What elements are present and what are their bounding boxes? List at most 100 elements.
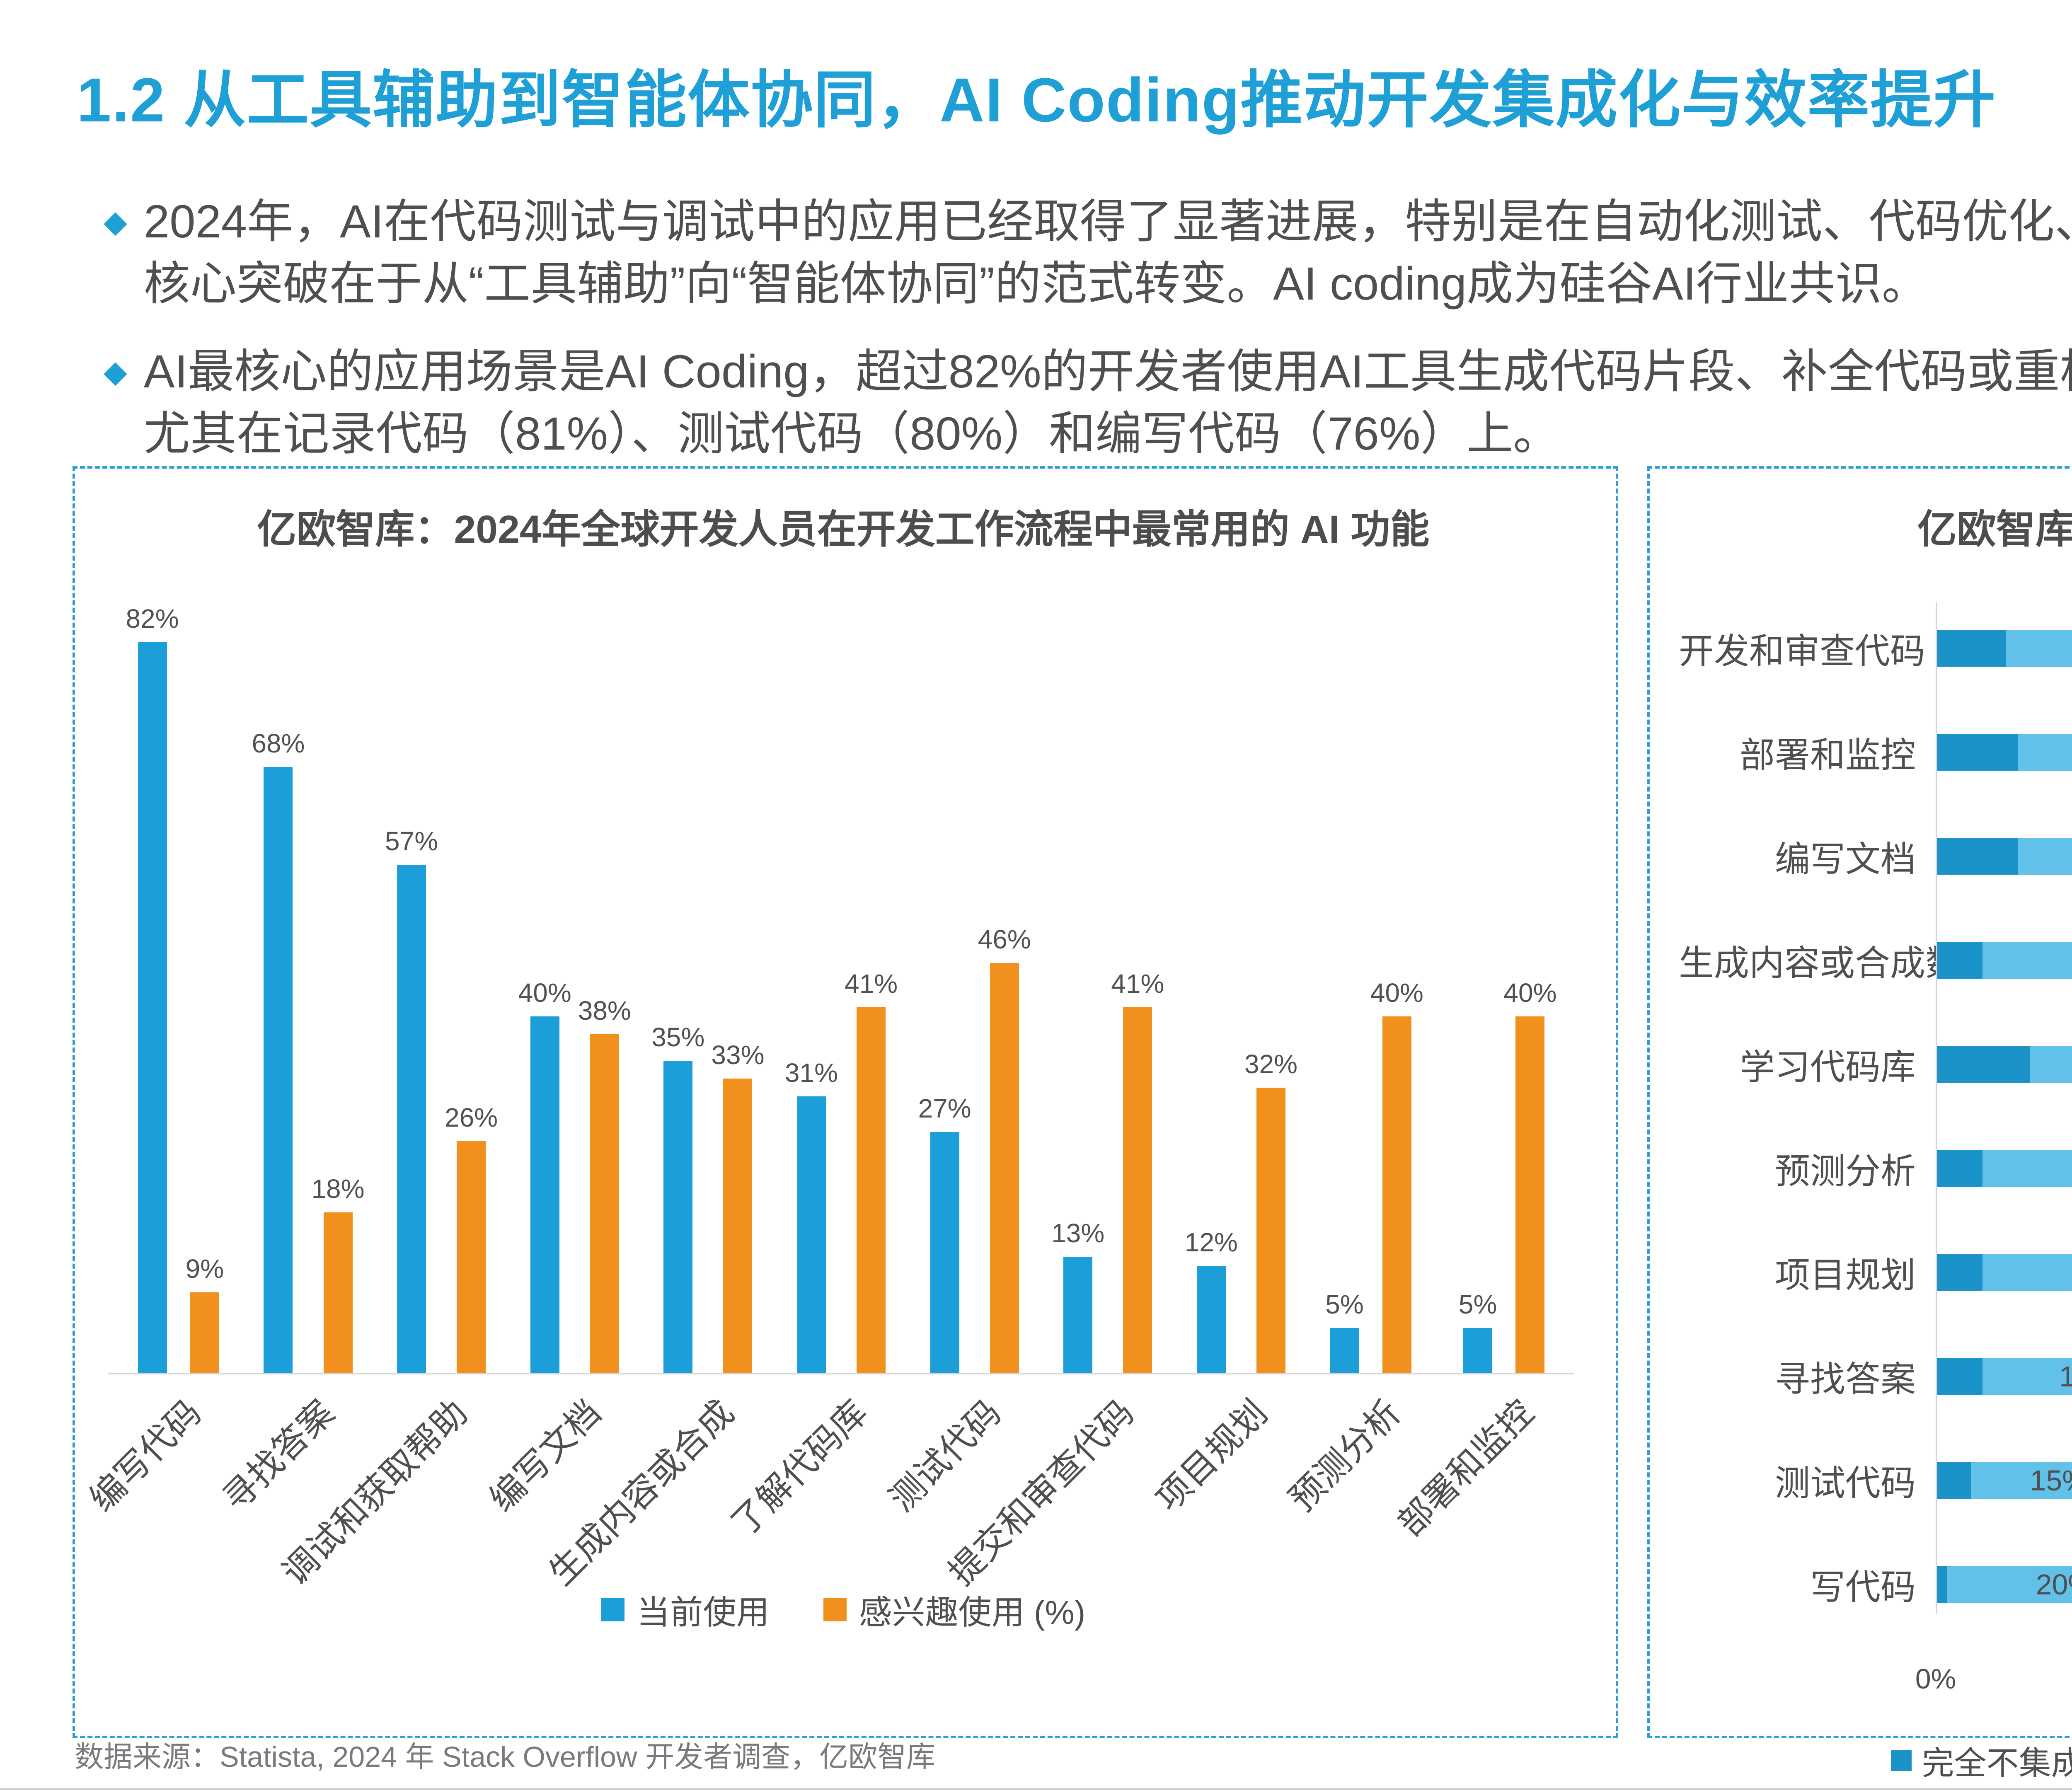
bullet-text: 2024年，AI在代码测试与调试中的应用已经取得了显著进展，特别是在自动化测试、… <box>143 196 2072 310</box>
bar-with-label: 5% <box>1325 1289 1364 1373</box>
stacked-segment: 15% <box>1970 1462 2072 1499</box>
bar-value-label: 5% <box>1458 1289 1497 1319</box>
legend-item: 感兴趣使用 (%) <box>823 1586 1086 1634</box>
bar <box>1123 1007 1152 1373</box>
bar-with-label: 9% <box>186 1253 224 1373</box>
bar-with-label: 82% <box>126 603 179 1373</box>
bar-with-label: 12% <box>1185 1227 1238 1373</box>
left-chart-panel: 亿欧智库：2024年全球开发人员在开发工作流程中最常用的 AI 功能 82% 9%… <box>73 466 1618 1738</box>
legend-label: 当前使用 <box>637 1594 770 1631</box>
bar-pair: 40% 38% <box>518 977 631 1373</box>
legend-swatch <box>601 1598 625 1621</box>
stacked-row: 开发和审查代码 22%50%19%3% <box>1679 623 2072 674</box>
left-xlabels: 编写代码 寻找答案 调试和获取帮助 编写文档 生成内容或合成 了解代码库 测试代码 提交和审查… <box>82 1374 1574 1592</box>
stacked-segment <box>1936 734 2018 771</box>
right-chart-title: 亿欧智库：2025年全球开发人员对AI融入工作流程展望 <box>1917 508 2072 552</box>
bar-with-label: 40% <box>518 977 571 1373</box>
bar-group: 12% 32% <box>1174 1049 1308 1373</box>
bar-value-label: 40% <box>1503 978 1557 1008</box>
bar-group: 5% 40% <box>1441 977 1574 1373</box>
stacked-segment: 21% <box>2018 734 2072 771</box>
bar-pair: 27% 46% <box>918 924 1031 1373</box>
bar-value-label: 41% <box>845 969 898 999</box>
page-title: 1.2 从工具辅助到智能体协同，AI Coding推动开发集成化与效率提升 <box>77 65 1997 135</box>
bottom-divider <box>0 1788 2072 1790</box>
bar-with-label: 41% <box>1111 968 1164 1373</box>
bar-with-label: 13% <box>1051 1218 1104 1373</box>
footer: 数据来源：Statista, 2024 年 Stack Overflow 开发者… <box>75 1734 2072 1775</box>
stacked-segment <box>1936 1254 1983 1291</box>
bar-with-label: 5% <box>1459 1289 1497 1373</box>
bar-with-label: 32% <box>1244 1049 1297 1373</box>
row-category-label: 开发和审查代码 <box>1679 632 1926 671</box>
legend-swatch <box>1891 1750 1912 1771</box>
diamond-bullet-icon: ◆ <box>104 204 127 239</box>
bar <box>1382 1016 1411 1373</box>
bar <box>1196 1266 1226 1373</box>
stacked-segment: 20% <box>1982 942 2072 979</box>
bar-value-label: 40% <box>518 978 571 1008</box>
bar <box>590 1034 619 1373</box>
bar-with-label: 46% <box>978 924 1031 1373</box>
bar-pair: 68% 18% <box>252 728 365 1373</box>
bar-with-label: 40% <box>1370 977 1423 1373</box>
data-source-note: 数据来源：Statista, 2024 年 Stack Overflow 开发者… <box>75 1741 936 1773</box>
summary-bullets: ◆ 2024年，AI在代码测试与调试中的应用已经取得了显著进展，特别是在自动化测… <box>104 191 2072 491</box>
bar-value-label: 33% <box>711 1040 765 1070</box>
bar-pair: 57% 26% <box>385 826 498 1373</box>
stacked-segment <box>1936 1462 1971 1499</box>
stacked-row: 学习代码库 21%40%22%9% <box>1679 1039 2072 1090</box>
bar-with-label: 38% <box>578 995 631 1373</box>
bar-value-label: 82% <box>126 604 179 634</box>
bar-group: 5% 40% <box>1308 977 1441 1373</box>
stacked-row: 生成内容或合成数据20%41%21%14% <box>1679 935 2072 986</box>
row-category-label: 预测分析 <box>1774 1152 1916 1191</box>
left-plot: 82% 9% 68% 18% 57% 26% 40% 38% 35% 33% 31% 41% 27% 46… <box>108 604 1574 1374</box>
bar-value-label: 27% <box>918 1093 971 1123</box>
row-category-label: 测试代码 <box>1774 1464 1916 1503</box>
bar-pair: 5% 40% <box>1325 977 1423 1373</box>
legend-label: 完全不集成 <box>1922 1745 2072 1781</box>
bar <box>930 1132 959 1373</box>
stacked-segment: 22% <box>2006 630 2072 667</box>
bar-with-label: 35% <box>651 1022 704 1373</box>
stacked-bar-track: 22%45%23%6% <box>1936 1150 2072 1187</box>
row-category-label: 写代码 <box>1810 1568 1916 1607</box>
bar-value-label: 13% <box>1051 1218 1105 1248</box>
bar <box>1256 1088 1285 1373</box>
bar-value-label: 46% <box>978 924 1031 954</box>
bar <box>1063 1257 1093 1373</box>
diamond-bullet-icon: ◆ <box>104 354 127 389</box>
stacked-segment: 22% <box>1982 1150 2072 1187</box>
legend-swatch <box>823 1598 847 1621</box>
bar-with-label: 68% <box>252 728 305 1373</box>
stacked-row: 项目规划 23%45%23%5% <box>1679 1247 2072 1298</box>
bar-with-label: 41% <box>845 968 898 1373</box>
bar-pair: 31% 41% <box>785 968 898 1373</box>
right-legend: 完全不集成较少集成没有变化更多集成安全集成 <box>1679 1737 2072 1784</box>
bar <box>138 642 167 1373</box>
bar <box>857 1007 886 1373</box>
bar-value-label: 5% <box>1325 1289 1364 1319</box>
bar-with-label: 57% <box>385 826 438 1373</box>
bar-pair: 82% 9% <box>126 603 224 1373</box>
bar-group: 82% 9% <box>108 603 242 1373</box>
stacked-segment: 20% <box>1947 1566 2072 1603</box>
bar-value-label: 12% <box>1184 1227 1238 1257</box>
bullet-text: AI最核心的应用场景是AI Coding，超过82%的开发者使用AI工具生成代码… <box>143 346 2072 460</box>
x-axis-tick-label: 0% <box>1915 1663 1956 1695</box>
legend-label: 感兴趣使用 (%) <box>859 1594 1086 1631</box>
bar <box>323 1212 353 1373</box>
stacked-bar-track: 21%48%22%2% <box>1936 734 2072 771</box>
stacked-row: 预测分析 22%45%23%6% <box>1679 1143 2072 1194</box>
stacked-bar-track: 23%45%23%5% <box>1936 1254 2072 1291</box>
stacked-segment <box>1936 1566 1948 1603</box>
bar-with-label: 40% <box>1503 977 1557 1373</box>
stacked-segment: 19% <box>2018 838 2072 875</box>
bar-value-label: 26% <box>445 1103 498 1132</box>
bar-pair: 35% 33% <box>651 1022 764 1373</box>
bar <box>1330 1328 1359 1373</box>
bar-pair: 13% 41% <box>1051 968 1164 1373</box>
bar <box>990 963 1019 1373</box>
bar <box>1463 1328 1493 1373</box>
